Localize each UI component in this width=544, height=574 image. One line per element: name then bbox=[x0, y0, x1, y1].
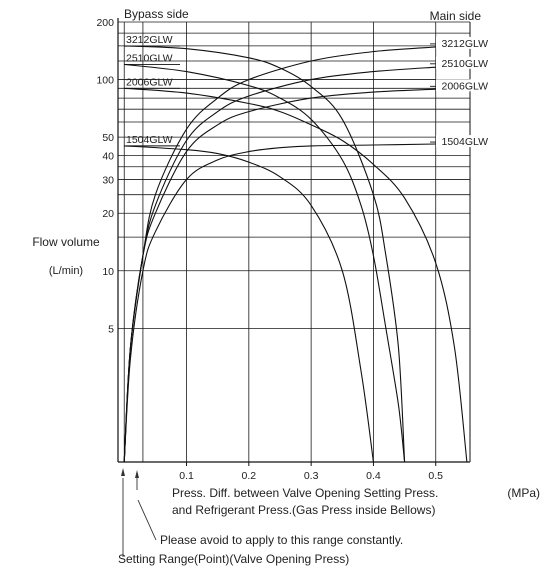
curve-1504glw-main bbox=[123, 143, 467, 463]
y-tick-label: 40 bbox=[102, 151, 114, 163]
series-curves bbox=[123, 45, 468, 463]
setting-arrow-head bbox=[121, 468, 125, 476]
bypass-side-label: Bypass side bbox=[124, 7, 189, 21]
series-label-2006glw-main: 2006GLW bbox=[442, 80, 489, 92]
y-tick-label: 20 bbox=[102, 208, 114, 220]
main-side-label: Main side bbox=[430, 9, 482, 23]
series-label-1504glw-bypass: 1504GLW bbox=[126, 134, 173, 146]
setting-range-annotation: Setting Range(Point)(Valve Opening Press… bbox=[118, 468, 349, 566]
y-axis-unit: (L/min) bbox=[49, 265, 83, 277]
avoid-range-annotation: Please avoid to apply to this range cons… bbox=[137, 499, 403, 547]
tick-labels: 200 100 50 40 30 20 10 5 0.1 0.2 0.3 0.4 0.5 bbox=[96, 17, 443, 482]
x-tick-label: 0.5 bbox=[428, 470, 443, 482]
y-tick-label: 30 bbox=[102, 175, 114, 187]
x-axis-label-line1: Press. Diff. between Valve Opening Setti… bbox=[172, 486, 438, 500]
x-tick-label: 0.2 bbox=[242, 470, 257, 482]
y-axis-label: Flow volume bbox=[32, 235, 100, 249]
series-label-3212glw-main: 3212GLW bbox=[442, 38, 489, 50]
curve-2006glw-main bbox=[123, 87, 467, 463]
avoid-pointer-line bbox=[137, 499, 157, 541]
series-label-1504glw-main: 1504GLW bbox=[442, 136, 489, 148]
x-tick-label: 0.3 bbox=[304, 470, 319, 482]
series-label-2510glw-main: 2510GLW bbox=[442, 58, 489, 70]
x-tick-label: 0.4 bbox=[366, 470, 381, 482]
y-tick-label: 5 bbox=[108, 323, 114, 335]
y-tick-label: 100 bbox=[96, 75, 114, 87]
series-label-bg-2006glw-main bbox=[436, 79, 488, 92]
series-label-2006glw-bypass: 2006GLW bbox=[126, 76, 173, 88]
series-label-bg-1504glw-main bbox=[436, 135, 488, 148]
avoid-note: Please avoid to apply to this range cons… bbox=[160, 533, 403, 547]
avoid-arrow-head bbox=[135, 470, 139, 478]
y-tick-label: 200 bbox=[96, 17, 114, 29]
x-axis-label-line2: and Refrigerant Press.(Gas Press inside … bbox=[172, 503, 435, 517]
curve-2510glw-bypass bbox=[124, 63, 406, 463]
setting-range-note: Setting Range(Point)(Valve Opening Press… bbox=[118, 552, 349, 566]
series-label-bg-2510glw-main bbox=[436, 56, 488, 69]
series-labels: 3212GLW 2510GLW 2006GLW 1504GLW 3212GLW 2510G… bbox=[126, 34, 488, 148]
curve-2510glw-main bbox=[123, 65, 467, 463]
axes bbox=[117, 18, 471, 463]
y-tick-label: 50 bbox=[102, 132, 114, 144]
curve-3212glw-main bbox=[123, 45, 467, 463]
curve-1504glw-bypass bbox=[124, 145, 374, 463]
x-tick-label: 0.1 bbox=[179, 470, 194, 482]
x-axis-unit: (MPa) bbox=[507, 486, 540, 500]
curve-3212glw-bypass bbox=[124, 45, 406, 463]
series-label-2510glw-bypass: 2510GLW bbox=[126, 52, 173, 64]
y-tick-label: 10 bbox=[102, 266, 114, 278]
series-label-bg-3212glw-main bbox=[436, 36, 488, 49]
series-label-3212glw-bypass: 3212GLW bbox=[126, 34, 173, 46]
